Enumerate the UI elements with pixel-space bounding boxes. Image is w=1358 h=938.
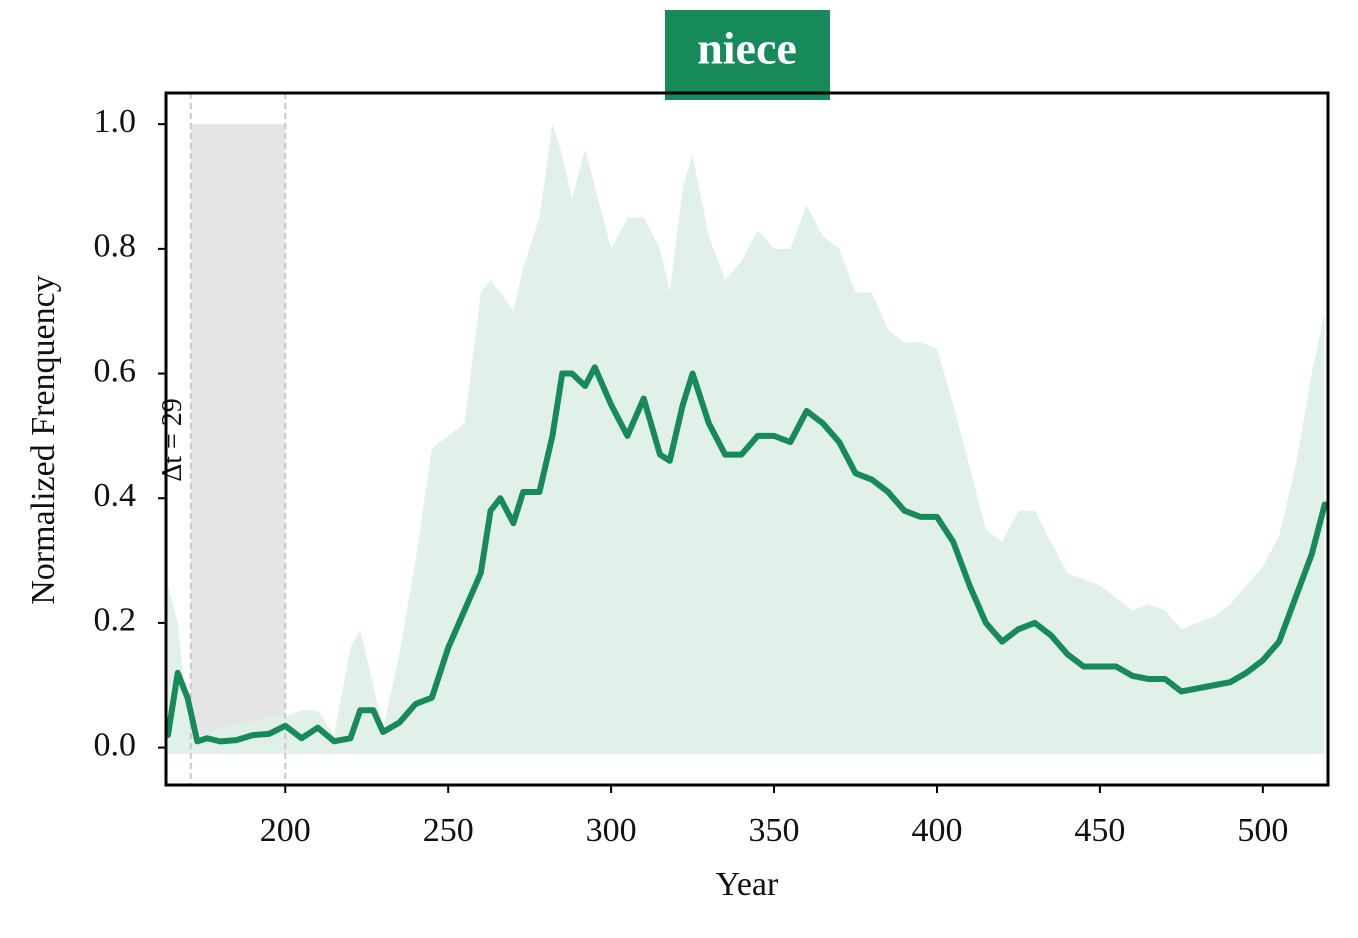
x-tick-label: 450 [1074, 812, 1125, 849]
y-tick-label: 1.0 [94, 103, 137, 140]
band-area [167, 124, 1325, 754]
plot-frame [164, 91, 1330, 787]
title-box [665, 10, 830, 100]
line [164, 364, 1328, 745]
x-axis-label: Year [716, 866, 779, 903]
y-tick-label: 0.4 [94, 477, 137, 514]
y-tick-label: 0.6 [94, 352, 137, 389]
y-tick-label: 0.2 [94, 602, 137, 639]
x-tick-label: 200 [260, 812, 311, 849]
y-axis-label: Normalized Frenquency [25, 275, 62, 605]
span-annotation: Δt = 29 [157, 398, 188, 482]
x-tick-label: 400 [911, 812, 962, 849]
y-tick-label: 0.8 [94, 228, 137, 265]
x-tick-label: 300 [586, 812, 637, 849]
highlight-span [190, 124, 286, 748]
x-tick-label: 350 [749, 812, 800, 849]
y-tick-label: 0.0 [94, 726, 137, 763]
x-tick-label: 250 [423, 812, 474, 849]
chart-title: niece [697, 23, 797, 74]
x-tick-label: 500 [1237, 812, 1288, 849]
